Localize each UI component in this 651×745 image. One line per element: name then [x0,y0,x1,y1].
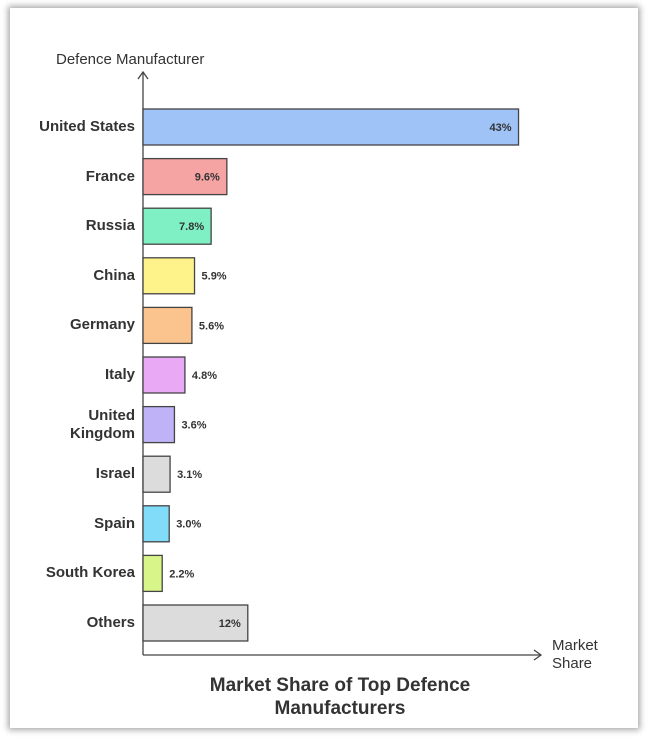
value-label: 5.6% [199,320,224,332]
value-label: 2.2% [169,568,194,580]
category-label: South Korea [45,564,135,582]
value-label: 43% [490,122,512,134]
bar [142,108,520,146]
bar [142,157,228,196]
category-label: Others [86,614,135,631]
bar [142,554,163,593]
value-label: 12% [219,618,241,630]
value-label: 9.6% [195,172,220,184]
category-label: United States [39,118,135,135]
bar [142,505,170,543]
bar [142,207,212,245]
bar [142,604,249,642]
value-label: 4.8% [192,370,217,382]
category-label: Germany [69,316,135,334]
x-arrow [533,649,543,661]
bar [142,405,176,444]
category-label: France [85,167,135,185]
value-label: 5.9% [202,271,227,283]
category-label: United Kingdom [70,406,135,442]
category-label: Russia [85,217,135,235]
category-label: Italy [104,366,135,383]
x-axis-label: Market Share [552,637,598,672]
bar [142,306,193,345]
value-label: 3.0% [176,519,201,531]
bar [142,455,171,493]
y-axis-label: Defence Manufacturer [56,51,205,68]
y-arrow [137,70,149,80]
bar [142,356,186,394]
value-label: 7.8% [179,221,204,233]
category-label: Spain [94,514,135,532]
value-label: 3.1% [177,469,202,481]
value-label: 3.6% [181,420,206,432]
category-label: Israel [95,465,135,483]
chart-title: Market Share of Top Defence Manufacturer… [209,675,471,719]
bar [142,257,196,295]
category-label: China [93,266,135,284]
